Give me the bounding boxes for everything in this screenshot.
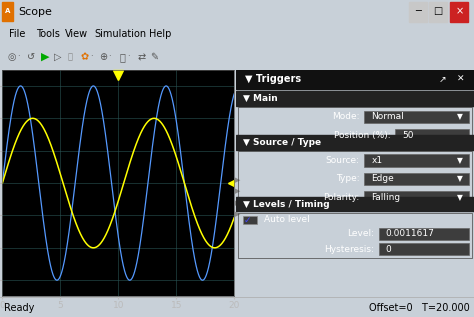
Bar xyxy=(450,2,468,22)
Text: Position (%):: Position (%): xyxy=(334,131,391,140)
Bar xyxy=(365,154,469,167)
Text: ▼: ▼ xyxy=(457,113,463,121)
Text: ·: · xyxy=(17,53,19,61)
Text: ◎: ◎ xyxy=(7,52,16,62)
Text: ▼: ▼ xyxy=(457,174,463,183)
Bar xyxy=(429,2,447,22)
Bar xyxy=(365,111,469,123)
Text: ⇄: ⇄ xyxy=(137,52,146,62)
Bar xyxy=(379,243,469,255)
Text: Mode:: Mode: xyxy=(332,113,360,121)
Bar xyxy=(236,135,474,150)
Text: ✎: ✎ xyxy=(150,52,158,62)
Text: 50: 50 xyxy=(402,131,414,140)
Text: ▼ Levels / Timing: ▼ Levels / Timing xyxy=(243,199,329,209)
Text: Level:: Level: xyxy=(347,229,374,238)
Text: ⬛: ⬛ xyxy=(68,53,73,61)
Text: Tools: Tools xyxy=(36,29,59,39)
Text: ⛶: ⛶ xyxy=(119,52,125,62)
Bar xyxy=(365,173,469,185)
Text: ▼ Source / Type: ▼ Source / Type xyxy=(243,138,321,147)
Text: 0.0011617: 0.0011617 xyxy=(386,229,435,238)
Text: ▶: ▶ xyxy=(235,189,240,195)
Text: ⊕: ⊕ xyxy=(99,52,108,62)
Text: Polarity:: Polarity: xyxy=(323,193,360,202)
Text: Offset=0   T=20.000: Offset=0 T=20.000 xyxy=(368,303,469,313)
Text: Normal: Normal xyxy=(372,113,404,121)
Text: Edge: Edge xyxy=(372,174,394,183)
Text: ✕: ✕ xyxy=(457,75,465,84)
Text: Auto level: Auto level xyxy=(264,215,310,224)
Text: ↺: ↺ xyxy=(27,52,35,62)
Text: ─: ─ xyxy=(415,6,420,16)
Text: ▼ Main: ▼ Main xyxy=(243,94,277,103)
Bar xyxy=(236,70,474,89)
Text: ▶: ▶ xyxy=(235,200,240,206)
Text: ·: · xyxy=(108,53,110,61)
Bar xyxy=(243,216,257,223)
Text: Scope: Scope xyxy=(18,7,52,17)
Text: ▼: ▼ xyxy=(457,156,463,165)
Text: ▼ Triggers: ▼ Triggers xyxy=(245,74,301,85)
Text: Simulation: Simulation xyxy=(95,29,147,39)
Bar xyxy=(409,2,427,22)
Bar xyxy=(236,91,474,106)
Bar xyxy=(395,129,469,142)
Text: □: □ xyxy=(433,6,443,16)
Text: Ready: Ready xyxy=(4,303,34,313)
Text: ▼: ▼ xyxy=(457,193,463,202)
Bar xyxy=(365,191,469,204)
Text: ▷: ▷ xyxy=(54,52,62,62)
Bar xyxy=(238,151,472,206)
Bar xyxy=(2,2,13,22)
Text: Help: Help xyxy=(149,29,172,39)
Text: View: View xyxy=(65,29,88,39)
Text: ✓: ✓ xyxy=(244,215,251,224)
Text: A: A xyxy=(5,8,10,14)
Text: Falling: Falling xyxy=(372,193,401,202)
Text: ×: × xyxy=(455,6,464,16)
Bar xyxy=(238,107,472,144)
Bar xyxy=(236,197,474,211)
Text: ▶: ▶ xyxy=(235,177,240,183)
Bar xyxy=(238,212,472,258)
Text: Hysteresis:: Hysteresis: xyxy=(324,245,374,254)
Text: ↗: ↗ xyxy=(438,75,446,84)
Bar xyxy=(379,228,469,240)
Text: ▶: ▶ xyxy=(235,211,240,217)
Text: Type:: Type: xyxy=(336,174,360,183)
Text: ·: · xyxy=(127,53,129,61)
Text: ·: · xyxy=(90,53,92,61)
Text: File: File xyxy=(9,29,25,39)
Text: ✿: ✿ xyxy=(80,52,89,62)
Text: ▶: ▶ xyxy=(41,52,49,62)
Text: Source:: Source: xyxy=(326,156,360,165)
Text: x1: x1 xyxy=(372,156,383,165)
Text: 0: 0 xyxy=(386,245,392,254)
